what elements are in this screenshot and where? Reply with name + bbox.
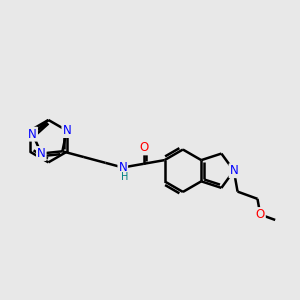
Text: N: N [28, 128, 37, 141]
Text: N: N [62, 124, 71, 137]
Text: O: O [256, 208, 265, 221]
Text: N: N [37, 147, 46, 160]
Text: N: N [118, 161, 127, 174]
Text: H: H [121, 172, 128, 182]
Text: O: O [139, 141, 148, 154]
Text: N: N [230, 164, 238, 177]
